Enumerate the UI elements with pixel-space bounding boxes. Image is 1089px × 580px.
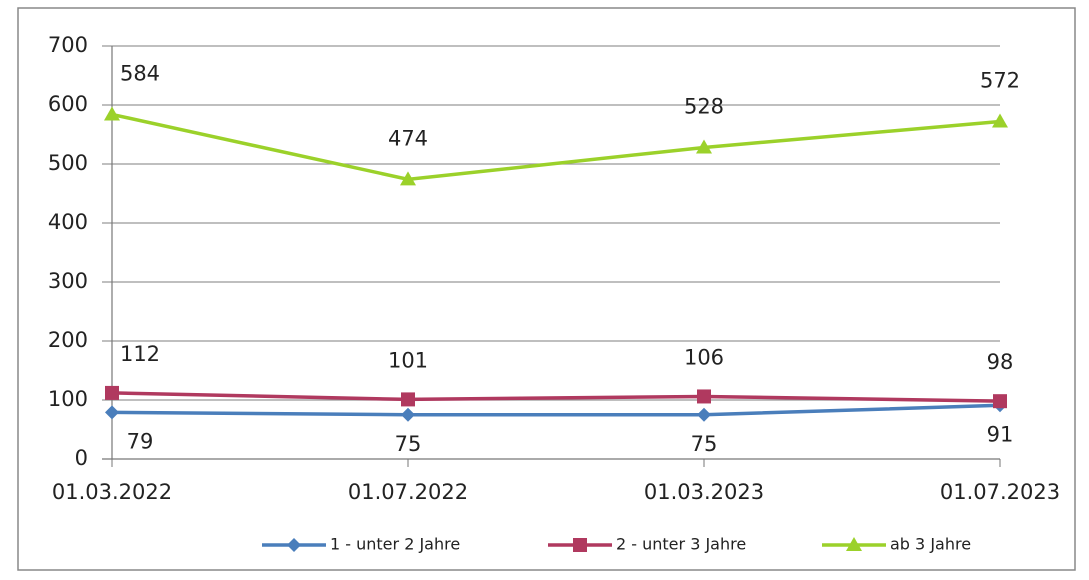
legend-entry: ab 3 Jahre bbox=[822, 535, 971, 554]
data-label: 572 bbox=[980, 69, 1020, 93]
marker bbox=[401, 407, 415, 422]
y-tick-label: 700 bbox=[48, 33, 88, 57]
marker bbox=[287, 538, 301, 552]
data-label: 79 bbox=[127, 429, 154, 453]
marker bbox=[573, 538, 587, 552]
x-tick-label: 01.07.2022 bbox=[348, 480, 468, 504]
y-tick-label: 400 bbox=[48, 210, 88, 234]
marker bbox=[697, 407, 711, 422]
x-tick-label: 01.03.2023 bbox=[644, 480, 764, 504]
marker bbox=[697, 389, 711, 404]
marker bbox=[105, 405, 119, 420]
data-label: 75 bbox=[691, 432, 718, 456]
series-line bbox=[111, 112, 1001, 182]
data-label: 474 bbox=[388, 126, 428, 150]
marker bbox=[846, 537, 862, 551]
x-tick-label: 01.03.2022 bbox=[52, 480, 172, 504]
y-tick-label: 300 bbox=[48, 269, 88, 293]
y-tick-label: 600 bbox=[48, 92, 88, 116]
data-label: 101 bbox=[388, 348, 428, 372]
legend-entry: 1 - unter 2 Jahre bbox=[262, 535, 460, 554]
data-label: 584 bbox=[120, 61, 160, 85]
legend-label: ab 3 Jahre bbox=[890, 535, 971, 554]
marker bbox=[696, 139, 712, 154]
y-tick-label: 500 bbox=[48, 151, 88, 175]
data-label: 528 bbox=[684, 94, 724, 118]
data-label: 91 bbox=[987, 422, 1014, 446]
marker bbox=[105, 385, 119, 400]
legend-label: 2 - unter 3 Jahre bbox=[616, 535, 746, 554]
marker bbox=[104, 106, 120, 121]
series-line bbox=[111, 391, 1001, 403]
legend-entry: 2 - unter 3 Jahre bbox=[548, 535, 746, 554]
marker bbox=[993, 394, 1007, 409]
data-label: 106 bbox=[684, 345, 724, 369]
marker bbox=[401, 392, 415, 407]
y-tick-label: 0 bbox=[75, 446, 88, 470]
data-label: 75 bbox=[395, 432, 422, 456]
y-tick-label: 200 bbox=[48, 328, 88, 352]
marker bbox=[400, 171, 416, 186]
marker bbox=[992, 113, 1008, 128]
chart-border bbox=[17, 7, 1076, 571]
series-line bbox=[111, 403, 1001, 417]
data-label: 112 bbox=[120, 342, 160, 366]
legend-label: 1 - unter 2 Jahre bbox=[330, 535, 460, 554]
y-tick-label: 100 bbox=[48, 387, 88, 411]
data-label: 98 bbox=[987, 350, 1014, 374]
x-tick-label: 01.07.2023 bbox=[940, 480, 1060, 504]
